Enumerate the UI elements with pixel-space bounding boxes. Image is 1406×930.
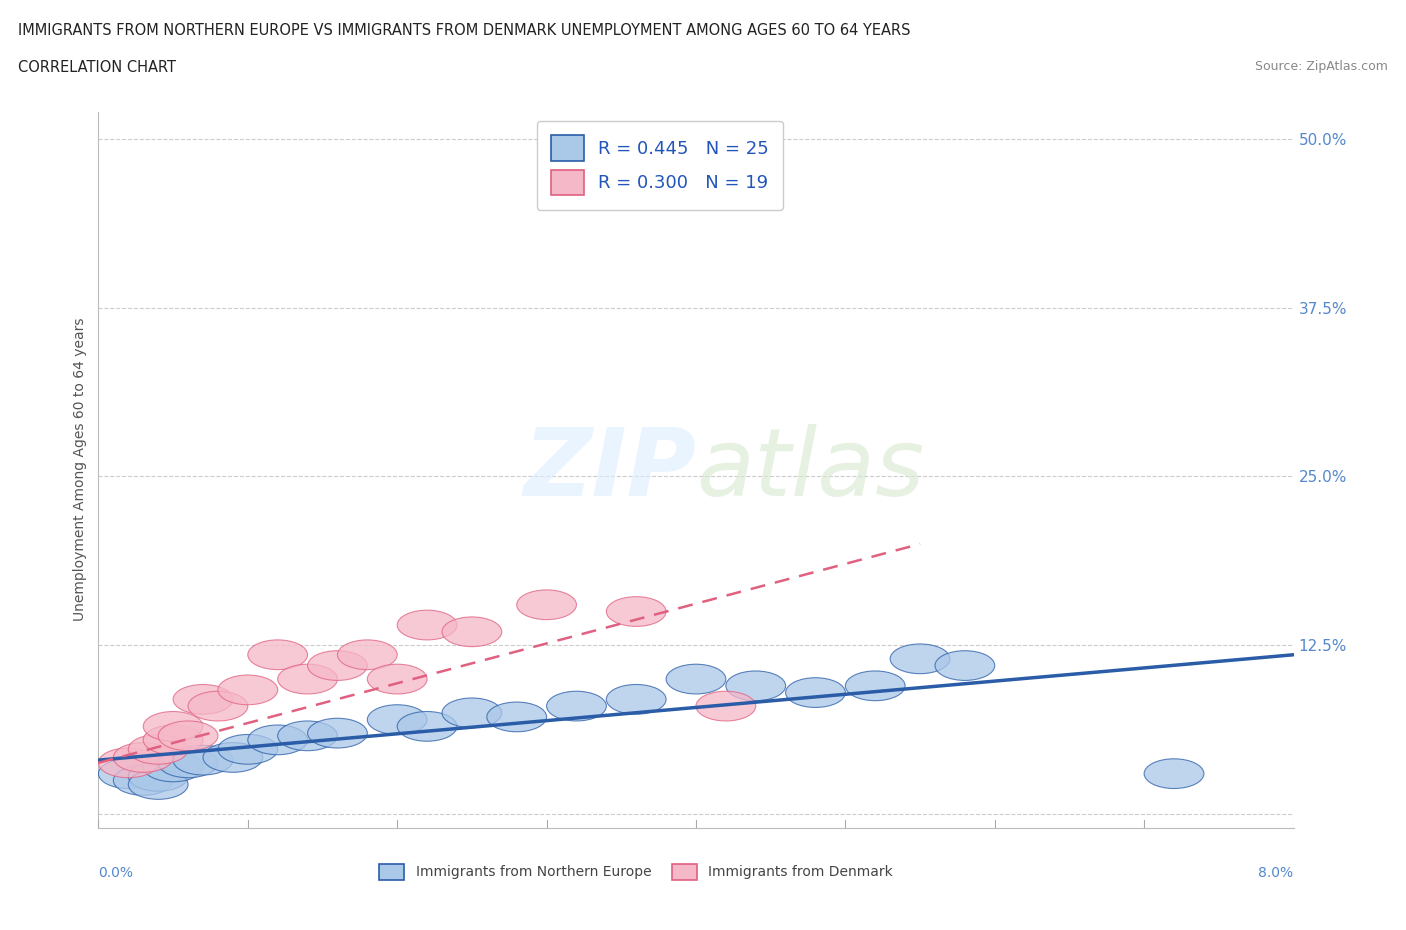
Ellipse shape xyxy=(606,684,666,714)
Ellipse shape xyxy=(278,664,337,694)
Ellipse shape xyxy=(159,721,218,751)
Ellipse shape xyxy=(143,752,202,782)
Ellipse shape xyxy=(725,671,786,700)
Ellipse shape xyxy=(935,651,995,681)
Ellipse shape xyxy=(367,664,427,694)
Ellipse shape xyxy=(202,742,263,772)
Text: atlas: atlas xyxy=(696,424,924,515)
Ellipse shape xyxy=(114,742,173,772)
Ellipse shape xyxy=(666,664,725,694)
Ellipse shape xyxy=(218,735,278,764)
Ellipse shape xyxy=(188,691,247,721)
Legend: Immigrants from Northern Europe, Immigrants from Denmark: Immigrants from Northern Europe, Immigra… xyxy=(374,858,898,885)
Ellipse shape xyxy=(441,617,502,646)
Ellipse shape xyxy=(218,675,278,705)
Ellipse shape xyxy=(786,678,845,708)
Ellipse shape xyxy=(441,698,502,727)
Ellipse shape xyxy=(890,644,950,673)
Ellipse shape xyxy=(517,590,576,619)
Ellipse shape xyxy=(396,711,457,741)
Ellipse shape xyxy=(1144,759,1204,789)
Ellipse shape xyxy=(367,705,427,735)
Ellipse shape xyxy=(696,691,756,721)
Text: Source: ZipAtlas.com: Source: ZipAtlas.com xyxy=(1254,60,1388,73)
Ellipse shape xyxy=(278,721,337,751)
Ellipse shape xyxy=(143,711,202,741)
Ellipse shape xyxy=(159,748,218,777)
Ellipse shape xyxy=(845,671,905,700)
Ellipse shape xyxy=(98,759,159,789)
Y-axis label: Unemployment Among Ages 60 to 64 years: Unemployment Among Ages 60 to 64 years xyxy=(73,318,87,621)
Ellipse shape xyxy=(98,748,159,777)
Ellipse shape xyxy=(247,640,308,670)
Ellipse shape xyxy=(308,651,367,681)
Ellipse shape xyxy=(128,770,188,799)
Ellipse shape xyxy=(173,745,233,775)
Ellipse shape xyxy=(114,765,173,795)
Ellipse shape xyxy=(396,610,457,640)
Ellipse shape xyxy=(247,725,308,755)
Ellipse shape xyxy=(486,702,547,732)
Ellipse shape xyxy=(308,718,367,748)
Text: IMMIGRANTS FROM NORTHERN EUROPE VS IMMIGRANTS FROM DENMARK UNEMPLOYMENT AMONG AG: IMMIGRANTS FROM NORTHERN EUROPE VS IMMIG… xyxy=(18,23,911,38)
Ellipse shape xyxy=(547,691,606,721)
Ellipse shape xyxy=(173,684,233,714)
Text: ZIP: ZIP xyxy=(523,424,696,515)
Ellipse shape xyxy=(128,762,188,791)
Text: 0.0%: 0.0% xyxy=(98,866,134,880)
Ellipse shape xyxy=(128,735,188,764)
Ellipse shape xyxy=(606,597,666,627)
Text: 8.0%: 8.0% xyxy=(1258,866,1294,880)
Text: CORRELATION CHART: CORRELATION CHART xyxy=(18,60,176,75)
Ellipse shape xyxy=(143,725,202,755)
Ellipse shape xyxy=(337,640,396,670)
